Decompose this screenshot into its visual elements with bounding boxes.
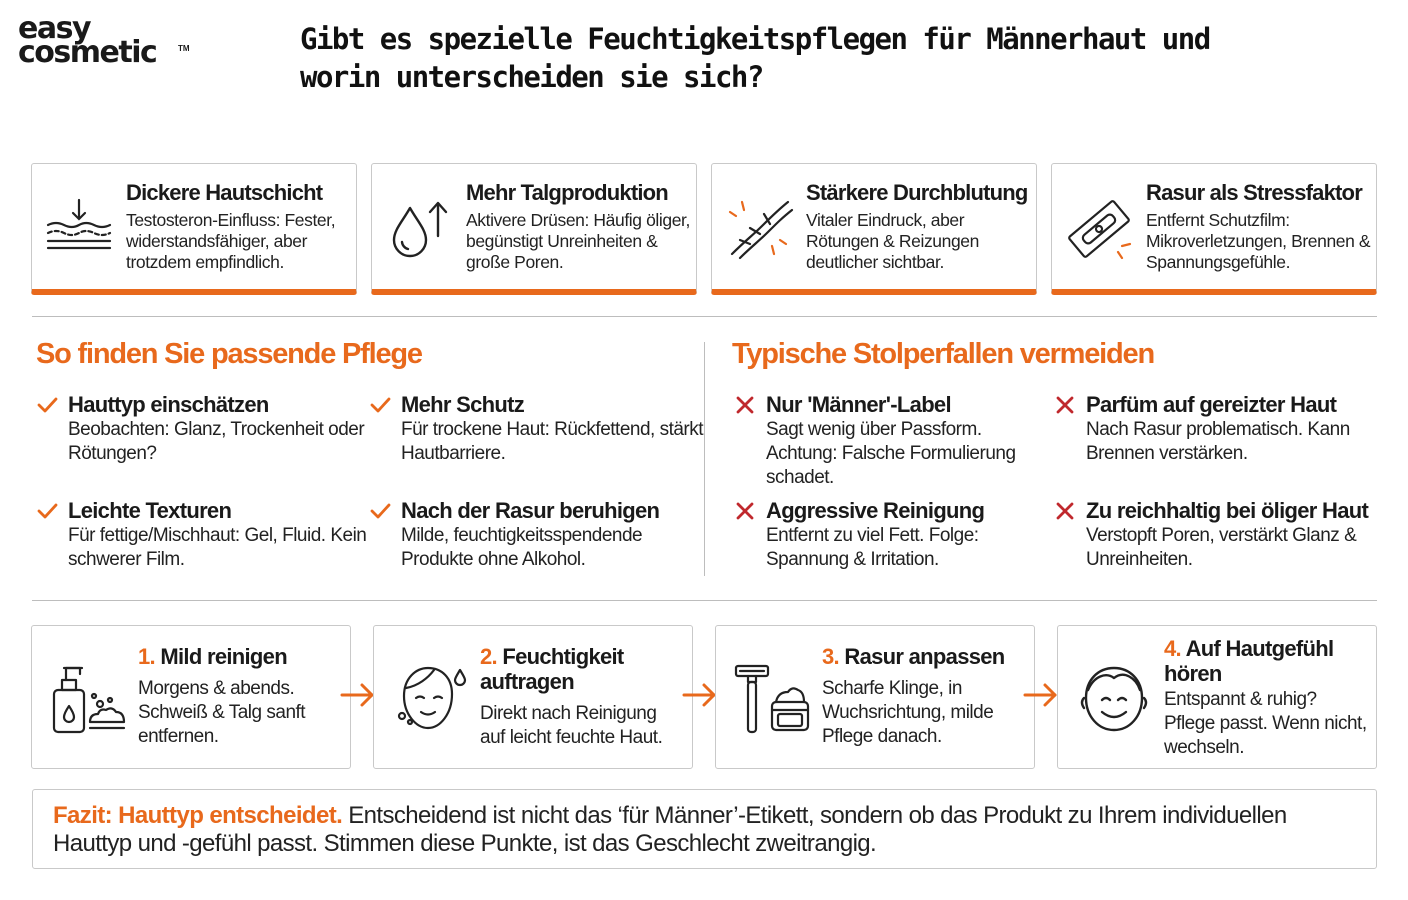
cross-icon (1056, 502, 1074, 520)
check-icon (37, 503, 58, 519)
tip-text: Für trockene Haut: Rückfettend, stärkt H… (401, 419, 704, 464)
tip-title: Nach der Rasur beruhigen (401, 498, 660, 523)
logo-line-cosmetic: cosmetic (18, 35, 158, 70)
card-title: Dickere Hautschicht (126, 180, 323, 205)
pitfall-title: Parfüm auf gereizter Haut (1086, 392, 1337, 417)
card-text: Aktivere Drüsen: Häufig öliger, begünsti… (466, 210, 690, 272)
pitfall-title: Nur 'Männer'-Label (766, 392, 952, 417)
pitfall-title: Zu reichhaltig bei öliger Haut (1086, 498, 1369, 523)
step-text: Direkt nach Reinigung auf leicht feuchte… (480, 703, 663, 748)
step-title: 1. Mild reinigen (138, 644, 344, 669)
info-card-shaving-stress: Rasur als Stressfaktor Entfernt Schutzfi… (1051, 163, 1377, 295)
step-title: 4. Auf Hautgefühl hören (1164, 636, 1370, 686)
conclusion-text: Entscheidend ist nicht das ‘für Männer’-… (53, 802, 1287, 857)
step-card-shaving: 3. Rasur anpassen Scharfe Klinge, in Wuc… (715, 625, 1035, 769)
logo-line-easy: easy (18, 11, 92, 46)
arrow-right-icon (1023, 683, 1057, 707)
tip-text: Milde, feuchtigkeitsspendende Produkte o… (401, 525, 643, 570)
step-number: 2. (480, 644, 498, 669)
cross-icon (1056, 396, 1074, 414)
pitfall-text: Verstopft Poren, verstärkt Glanz & Unrei… (1086, 525, 1357, 570)
pitfall-item: Parfüm auf gereizter Haut Nach Rasur pro… (1054, 392, 1376, 466)
card-text: Testosteron-Einfluss: Fester, widerstand… (126, 210, 336, 272)
tip-item: Mehr Schutz Für trockene Haut: Rückfette… (369, 392, 709, 466)
divider-top (32, 316, 1377, 317)
pitfall-text: Nach Rasur problematisch. Kann Brennen v… (1086, 419, 1350, 464)
section-title-pitfalls: Typische Stolperfallen vermeiden (732, 338, 1155, 370)
divider-vertical (704, 342, 705, 576)
tip-item: Leichte Texturen Für fettige/Mischhaut: … (36, 498, 376, 572)
info-card-circulation: Stärkere Durchblutung Vitaler Eindruck, … (711, 163, 1037, 295)
step-card-moisturize: 2. Feuchtigkeit auftragen Direkt nach Re… (373, 625, 693, 769)
divider-middle (32, 600, 1377, 601)
step-title-text: Auf Hautgefühl hören (1164, 636, 1334, 686)
step-title: 3. Rasur anpassen (822, 644, 1028, 669)
blood-vessel-icon (728, 200, 794, 260)
tip-item: Nach der Rasur beruhigen Milde, feuchtig… (369, 498, 709, 572)
check-icon (37, 397, 58, 413)
conclusion-box: Fazit: Hauttyp entscheidet. Entscheidend… (32, 789, 1377, 869)
tip-text: Für fettige/Mischhaut: Gel, Fluid. Kein … (68, 525, 367, 570)
skin-layers-icon (46, 198, 112, 250)
tip-title: Mehr Schutz (401, 392, 525, 417)
face-moisture-icon (397, 666, 467, 730)
pitfall-item: Nur 'Männer'-Label Sagt wenig über Passf… (734, 392, 1052, 490)
pitfall-text: Sagt wenig über Passform. Achtung: Falsc… (766, 419, 1016, 488)
card-text: Entfernt Schutzfilm: Mikroverletzungen, … (1146, 210, 1371, 272)
card-text: Vitaler Eindruck, aber Rötungen & Reizun… (806, 210, 979, 272)
section-title-find-care: So finden Sie passende Pflege (36, 338, 423, 370)
page-title: Gibt es spezielle Feuchtigkeitspflegen f… (300, 22, 1211, 94)
info-card-sebum: Mehr Talgproduktion Aktivere Drüsen: Häu… (371, 163, 697, 295)
step-card-skin-feel: 4. Auf Hautgefühl hören Entspannt & ruhi… (1057, 625, 1377, 769)
check-icon (370, 397, 391, 413)
logo-trademark: TM (178, 44, 190, 53)
arrow-right-icon (340, 683, 374, 707)
step-title-text: Mild reinigen (160, 644, 287, 669)
step-text: Scharfe Klinge, in Wuchsrichtung, milde … (822, 678, 994, 747)
pitfall-item: Zu reichhaltig bei öliger Haut Verstopft… (1054, 498, 1376, 572)
happy-face-icon (1080, 666, 1148, 732)
conclusion-highlight: Fazit: Hauttyp entscheidet. (53, 802, 343, 829)
tip-title: Hauttyp einschätzen (68, 392, 269, 417)
pitfall-item: Aggressive Reinigung Entfernt zu viel Fe… (734, 498, 1052, 572)
step-number: 1. (138, 644, 156, 669)
tip-title: Leichte Texturen (68, 498, 232, 523)
check-icon (370, 503, 391, 519)
step-text: Entspannt & ruhig? Pflege passt. Wenn ni… (1164, 689, 1367, 758)
brand-logo: easy cosmetic TM (18, 11, 190, 74)
cross-icon (736, 502, 754, 520)
arrow-right-icon (682, 683, 716, 707)
card-title: Mehr Talgproduktion (466, 180, 669, 205)
tip-item: Hauttyp einschätzen Beobachten: Glanz, T… (36, 392, 376, 466)
step-title: 2. Feuchtigkeit auftragen (480, 644, 686, 694)
card-title: Stärkere Durchblutung (806, 180, 1028, 205)
razor-blade-icon (1068, 200, 1132, 260)
razor-cream-icon (734, 664, 810, 734)
info-card-thicker-skin: Dickere Hautschicht Testosteron-Einfluss… (31, 163, 357, 295)
step-title-text: Feuchtigkeit auftragen (480, 644, 624, 694)
pitfall-text: Entfernt zu viel Fett. Folge: Spannung &… (766, 525, 979, 570)
step-text: Morgens & abends. Schweiß & Talg sanft e… (138, 678, 306, 747)
card-title: Rasur als Stressfaktor (1146, 180, 1363, 205)
step-number: 3. (822, 644, 840, 669)
tip-text: Beobachten: Glanz, Trockenheit oder Rötu… (68, 419, 365, 464)
step-number: 4. (1164, 636, 1182, 661)
cross-icon (736, 396, 754, 414)
step-title-text: Rasur anpassen (844, 644, 1005, 669)
pitfall-title: Aggressive Reinigung (766, 498, 985, 523)
soap-dispenser-icon (52, 666, 126, 734)
oil-drop-icon (392, 201, 448, 258)
step-card-clean: 1. Mild reinigen Morgens & abends. Schwe… (31, 625, 351, 769)
